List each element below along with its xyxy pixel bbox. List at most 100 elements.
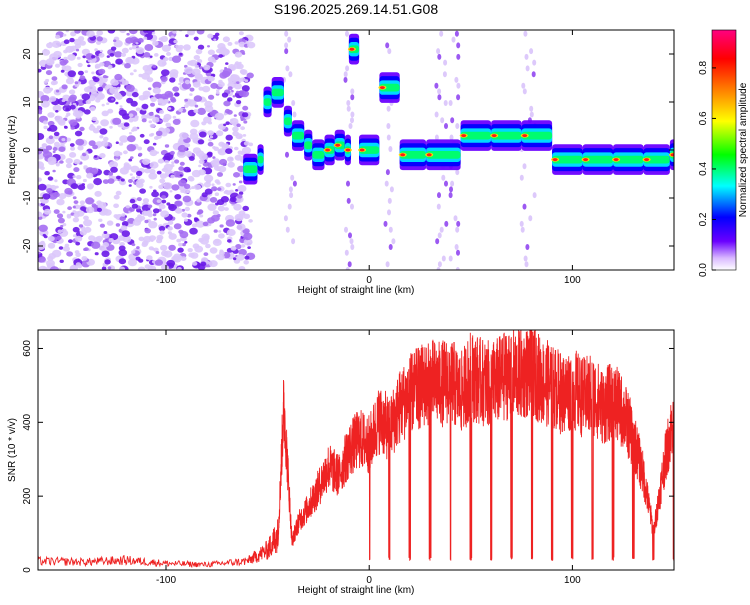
heatmap-noise-cell <box>149 161 159 169</box>
heatmap-noise-cell <box>238 191 244 195</box>
heatmap-noise-cell <box>119 242 125 247</box>
heatmap-noise-cell <box>45 58 55 66</box>
heatmap-noise-cell <box>43 125 48 130</box>
heatmap-stripe-cell <box>454 244 459 250</box>
heatmap-peak-core <box>335 143 341 147</box>
heatmap-noise-cell <box>172 30 177 34</box>
heatmap-noise-cell <box>38 211 43 218</box>
heatmap-noise-cell <box>241 85 250 92</box>
heatmap-noise-cell <box>184 142 191 148</box>
heatmap-noise-cell <box>106 55 110 58</box>
heatmap-noise-cell <box>237 165 246 172</box>
heatmap-ridge-band <box>521 131 553 140</box>
heatmap-noise-cell <box>149 265 153 268</box>
heatmap-stripe-cell <box>391 238 396 245</box>
heatmap-noise-cell <box>76 56 81 60</box>
heatmap-noise-cell <box>118 142 124 146</box>
heatmap-noise-cell <box>171 55 182 63</box>
heatmap-noise-cell <box>138 236 145 242</box>
heatmap-noise-cell <box>227 97 233 102</box>
heatmap-noise-cell <box>69 119 78 126</box>
heatmap-noise-cell <box>199 66 203 70</box>
heatmap-stripe-cell <box>385 169 390 176</box>
heatmap-noise-cell <box>88 125 96 131</box>
heatmap-noise-cell <box>182 195 192 203</box>
heatmap-noise-cell <box>42 193 51 200</box>
heatmap-noise-cell <box>48 235 55 242</box>
heatmap-noise-cell <box>141 72 151 80</box>
heatmap-stripe-cell <box>350 88 355 95</box>
heatmap-noise-cell <box>82 178 87 183</box>
heatmap-noise-cell <box>232 126 239 132</box>
heatmap-noise-cell <box>197 139 205 145</box>
spectrogram-x-tick-label: 100 <box>564 275 581 286</box>
heatmap-noise-cell <box>167 226 173 231</box>
heatmap-noise-cell <box>243 232 253 241</box>
heatmap-noise-cell <box>141 118 147 123</box>
heatmap-noise-cell <box>174 194 182 200</box>
heatmap-noise-cell <box>89 106 96 112</box>
heatmap-noise-cell <box>215 130 224 137</box>
heatmap-stripe-cell <box>529 105 534 112</box>
heatmap-noise-cell <box>225 121 230 125</box>
heatmap-noise-cell <box>207 130 214 136</box>
heatmap-noise-cell <box>52 150 56 154</box>
heatmap-noise-cell <box>161 69 170 76</box>
heatmap-stripe-cell <box>436 48 441 55</box>
heatmap-noise-cell <box>45 78 50 83</box>
heatmap-stripe-cell <box>437 94 442 101</box>
heatmap-noise-cell <box>199 214 204 218</box>
heatmap-noise-cell <box>42 120 48 125</box>
heatmap-noise-cell <box>72 217 80 223</box>
heatmap-stripe-cell <box>287 36 292 43</box>
heatmap-noise-cell <box>46 188 53 194</box>
heatmap-noise-cell <box>176 142 180 146</box>
heatmap-noise-cell <box>53 131 60 137</box>
heatmap-noise-cell <box>85 53 95 60</box>
snr-ylabel: SNR (10 * v/v) <box>7 418 18 482</box>
heatmap-noise-cell <box>236 223 246 231</box>
heatmap-noise-cell <box>135 42 139 45</box>
heatmap-noise-cell <box>190 119 200 128</box>
heatmap-peak-core <box>349 47 355 51</box>
heatmap-noise-cell <box>176 150 187 158</box>
heatmap-noise-cell <box>173 39 178 44</box>
heatmap-noise-cell <box>219 224 224 228</box>
heatmap-noise-cell <box>219 249 224 253</box>
heatmap-noise-cell <box>81 93 91 101</box>
heatmap-noise-cell <box>207 45 210 48</box>
heatmap-noise-cell <box>217 172 223 177</box>
heatmap-noise-cell <box>127 135 136 143</box>
heatmap-noise-cell <box>66 137 71 142</box>
heatmap-stripe-cell <box>439 226 444 233</box>
heatmap-noise-cell <box>74 130 83 137</box>
heatmap-noise-cell <box>179 231 189 239</box>
heatmap-noise-cell <box>70 183 79 190</box>
heatmap-noise-cell <box>84 226 92 233</box>
heatmap-noise-cell <box>56 213 64 219</box>
heatmap-noise-cell <box>174 159 180 164</box>
heatmap-noise-cell <box>114 92 122 99</box>
snr-line <box>38 330 674 569</box>
heatmap-stripe-cell <box>434 82 439 89</box>
heatmap-noise-cell <box>167 231 172 235</box>
heatmap-stripe-cell <box>387 197 392 204</box>
heatmap-noise-cell <box>107 108 114 114</box>
heatmap-noise-cell <box>115 158 119 161</box>
heatmap-noise-cell <box>222 48 230 55</box>
heatmap-noise-cell <box>95 98 101 103</box>
heatmap-stripe-cell <box>443 59 448 66</box>
heatmap-noise-cell <box>218 51 222 54</box>
heatmap-noise-cell <box>132 219 141 226</box>
heatmap-stripe-cell <box>448 192 453 199</box>
heatmap-noise-cell <box>38 183 47 191</box>
heatmap-noise-cell <box>100 140 109 147</box>
heatmap-noise-cell <box>76 175 82 180</box>
heatmap-noise-cell <box>41 100 50 108</box>
heatmap-noise-cell <box>136 170 143 176</box>
snr-y-tick-label: 200 <box>22 487 33 504</box>
heatmap-noise-cell <box>125 84 135 92</box>
heatmap-noise-cell <box>131 176 136 180</box>
heatmap-noise-cell <box>55 110 59 113</box>
heatmap-noise-cell <box>97 201 107 210</box>
